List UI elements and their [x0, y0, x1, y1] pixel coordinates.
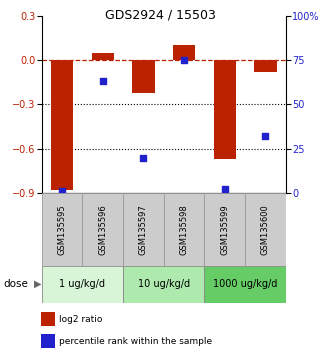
- Bar: [173, 45, 195, 60]
- Text: 1 ug/kg/d: 1 ug/kg/d: [59, 279, 105, 289]
- Text: GSM135597: GSM135597: [139, 204, 148, 255]
- Text: dose: dose: [3, 279, 28, 289]
- Point: [59, 188, 65, 194]
- Text: log2 ratio: log2 ratio: [58, 315, 102, 324]
- Bar: [41, 334, 55, 348]
- Text: GSM135600: GSM135600: [261, 204, 270, 255]
- Bar: [123, 266, 204, 303]
- Text: 10 ug/kg/d: 10 ug/kg/d: [138, 279, 190, 289]
- Text: ▶: ▶: [34, 279, 41, 289]
- Bar: [41, 312, 55, 326]
- Point: [100, 79, 105, 84]
- Text: GSM135598: GSM135598: [179, 204, 188, 255]
- Bar: [204, 193, 245, 266]
- Bar: [245, 193, 286, 266]
- Text: 1000 ug/kg/d: 1000 ug/kg/d: [213, 279, 277, 289]
- Text: GDS2924 / 15503: GDS2924 / 15503: [105, 9, 216, 22]
- Bar: [42, 266, 123, 303]
- Bar: [42, 193, 82, 266]
- Bar: [254, 60, 276, 72]
- Point: [222, 187, 227, 192]
- Bar: [91, 53, 114, 60]
- Point: [181, 57, 187, 63]
- Bar: [51, 60, 73, 190]
- Text: GSM135596: GSM135596: [98, 204, 107, 255]
- Text: GSM135595: GSM135595: [57, 204, 66, 255]
- Text: percentile rank within the sample: percentile rank within the sample: [58, 337, 212, 346]
- Bar: [82, 193, 123, 266]
- Point: [141, 155, 146, 160]
- Bar: [132, 60, 154, 93]
- Bar: [164, 193, 204, 266]
- Point: [263, 133, 268, 139]
- Bar: [204, 266, 286, 303]
- Text: GSM135599: GSM135599: [220, 204, 229, 255]
- Bar: [123, 193, 164, 266]
- Bar: [213, 60, 236, 159]
